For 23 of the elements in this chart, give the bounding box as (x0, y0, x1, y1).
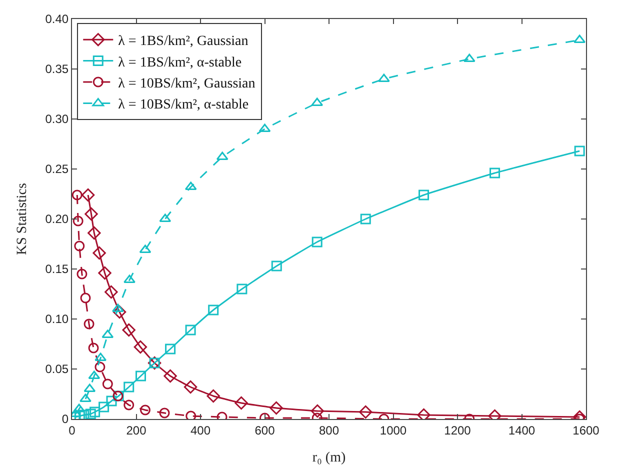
y-tick-label: 0.20 (45, 212, 69, 226)
x-axis-title: r₀ (m) (312, 450, 346, 466)
y-tick-label: 0.25 (45, 162, 69, 176)
y-tick-label: 0 (62, 412, 69, 426)
y-tick-label: 0.15 (45, 262, 69, 276)
x-tick-label: 1600 (572, 423, 600, 438)
x-tick-label: 200 (126, 423, 147, 438)
x-tick-label: 800 (318, 423, 340, 438)
x-tick-label: 600 (254, 423, 276, 438)
y-tick-label: 0.10 (45, 312, 69, 326)
y-tick-label: 0.40 (45, 12, 69, 26)
y-tick-label: 0.35 (45, 62, 69, 76)
x-tick-label: 1400 (508, 423, 536, 438)
y-axis-title: KS Statistics (14, 183, 30, 255)
x-tick-label: 1200 (444, 423, 472, 438)
legend-label: λ = 1BS/km², Gaussian (118, 34, 248, 50)
y-tick-label: 0.30 (45, 112, 69, 126)
legend-label: λ = 10BS/km², α-stable (118, 98, 249, 113)
legend-label: λ = 10BS/km², Gaussian (118, 76, 256, 92)
x-tick-label: 400 (190, 423, 211, 438)
y-tick-label: 0.05 (45, 362, 69, 376)
x-tick-label: 1000 (380, 423, 407, 438)
legend-label: λ = 1BS/km², α-stable (118, 55, 242, 70)
